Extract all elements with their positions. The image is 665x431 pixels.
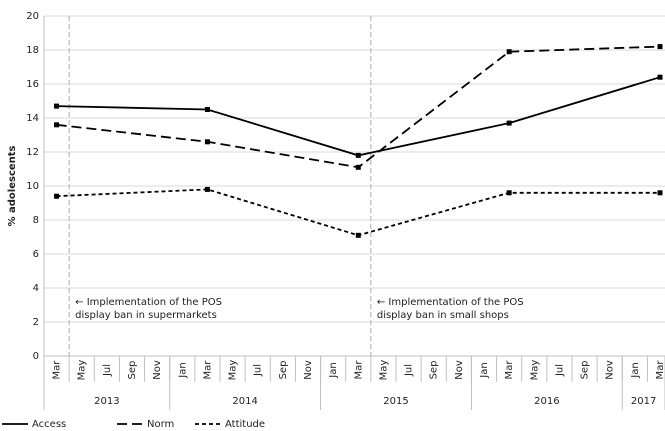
y-tick-label: 6 <box>33 249 39 260</box>
legend-label: Norm <box>147 419 174 430</box>
y-tick-label: 20 <box>26 11 39 22</box>
x-tick-label: May <box>529 360 540 381</box>
x-tick-label: Nov <box>152 360 163 380</box>
x-group-label: 2016 <box>534 396 559 407</box>
y-tick-label: 8 <box>33 215 39 226</box>
x-tick-label: Nov <box>303 360 314 380</box>
y-tick-label: 2 <box>33 317 39 328</box>
annotation-text: ← Implementation of the POS <box>377 297 524 308</box>
marker <box>657 74 663 80</box>
x-tick-label: Nov <box>605 360 616 380</box>
x-tick-label: Jul <box>554 364 565 377</box>
marker <box>506 49 512 55</box>
x-tick-label: Jan <box>630 362 641 378</box>
x-tick-label: May <box>77 360 88 381</box>
x-tick-label: Nov <box>454 360 465 380</box>
x-tick-label: Mar <box>353 360 364 380</box>
y-tick-label: 10 <box>26 181 39 192</box>
marker <box>657 190 663 196</box>
y-tick-label: 18 <box>26 45 39 56</box>
x-tick-label: Mar <box>655 360 665 380</box>
annotation-text: display ban in supermarkets <box>75 310 217 321</box>
x-tick-label: Mar <box>202 360 213 380</box>
x-group-label: 2015 <box>383 396 408 407</box>
x-group-label: 2014 <box>232 396 257 407</box>
marker <box>355 164 361 170</box>
x-tick-label: Jan <box>479 362 490 378</box>
x-tick-label: Jan <box>328 362 339 378</box>
y-tick-label: 4 <box>33 283 39 294</box>
marker <box>657 44 663 50</box>
x-tick-label: Sep <box>127 361 138 380</box>
x-tick-label: Jul <box>404 364 415 377</box>
marker <box>506 120 512 126</box>
x-tick-label: Jul <box>253 364 264 377</box>
y-tick-label: 0 <box>33 351 39 362</box>
x-tick-label: Jan <box>177 362 188 378</box>
marker <box>204 107 210 112</box>
annotation-text: ← Implementation of the POS <box>75 297 222 308</box>
y-tick-label: 12 <box>26 147 39 158</box>
marker <box>54 193 60 199</box>
x-tick-label: Sep <box>429 361 440 380</box>
x-tick-label: Sep <box>580 361 591 380</box>
marker <box>506 190 512 196</box>
x-tick-label: Mar <box>504 360 515 380</box>
x-group-label: 2017 <box>631 396 656 407</box>
series-line <box>56 76 661 157</box>
x-tick-label: Jul <box>102 364 113 377</box>
series-line <box>56 45 661 169</box>
x-tick-label: May <box>378 360 389 381</box>
y-tick-label: 14 <box>26 113 39 124</box>
marker <box>54 103 60 109</box>
marker <box>204 139 210 145</box>
marker <box>355 152 361 158</box>
annotation-text: display ban in small shops <box>377 310 509 321</box>
x-group-label: 2013 <box>94 396 119 407</box>
marker <box>54 122 60 128</box>
x-tick-label: May <box>228 360 239 381</box>
y-tick-label: 16 <box>26 79 39 90</box>
marker <box>204 186 210 192</box>
series-line <box>56 188 660 237</box>
legend-label: Attitude <box>225 419 265 430</box>
legend-label: Access <box>32 419 66 430</box>
x-tick-label: Mar <box>52 360 63 380</box>
marker <box>355 232 361 238</box>
x-tick-label: Sep <box>278 361 289 380</box>
y-axis-title: % adolescents <box>7 145 18 226</box>
